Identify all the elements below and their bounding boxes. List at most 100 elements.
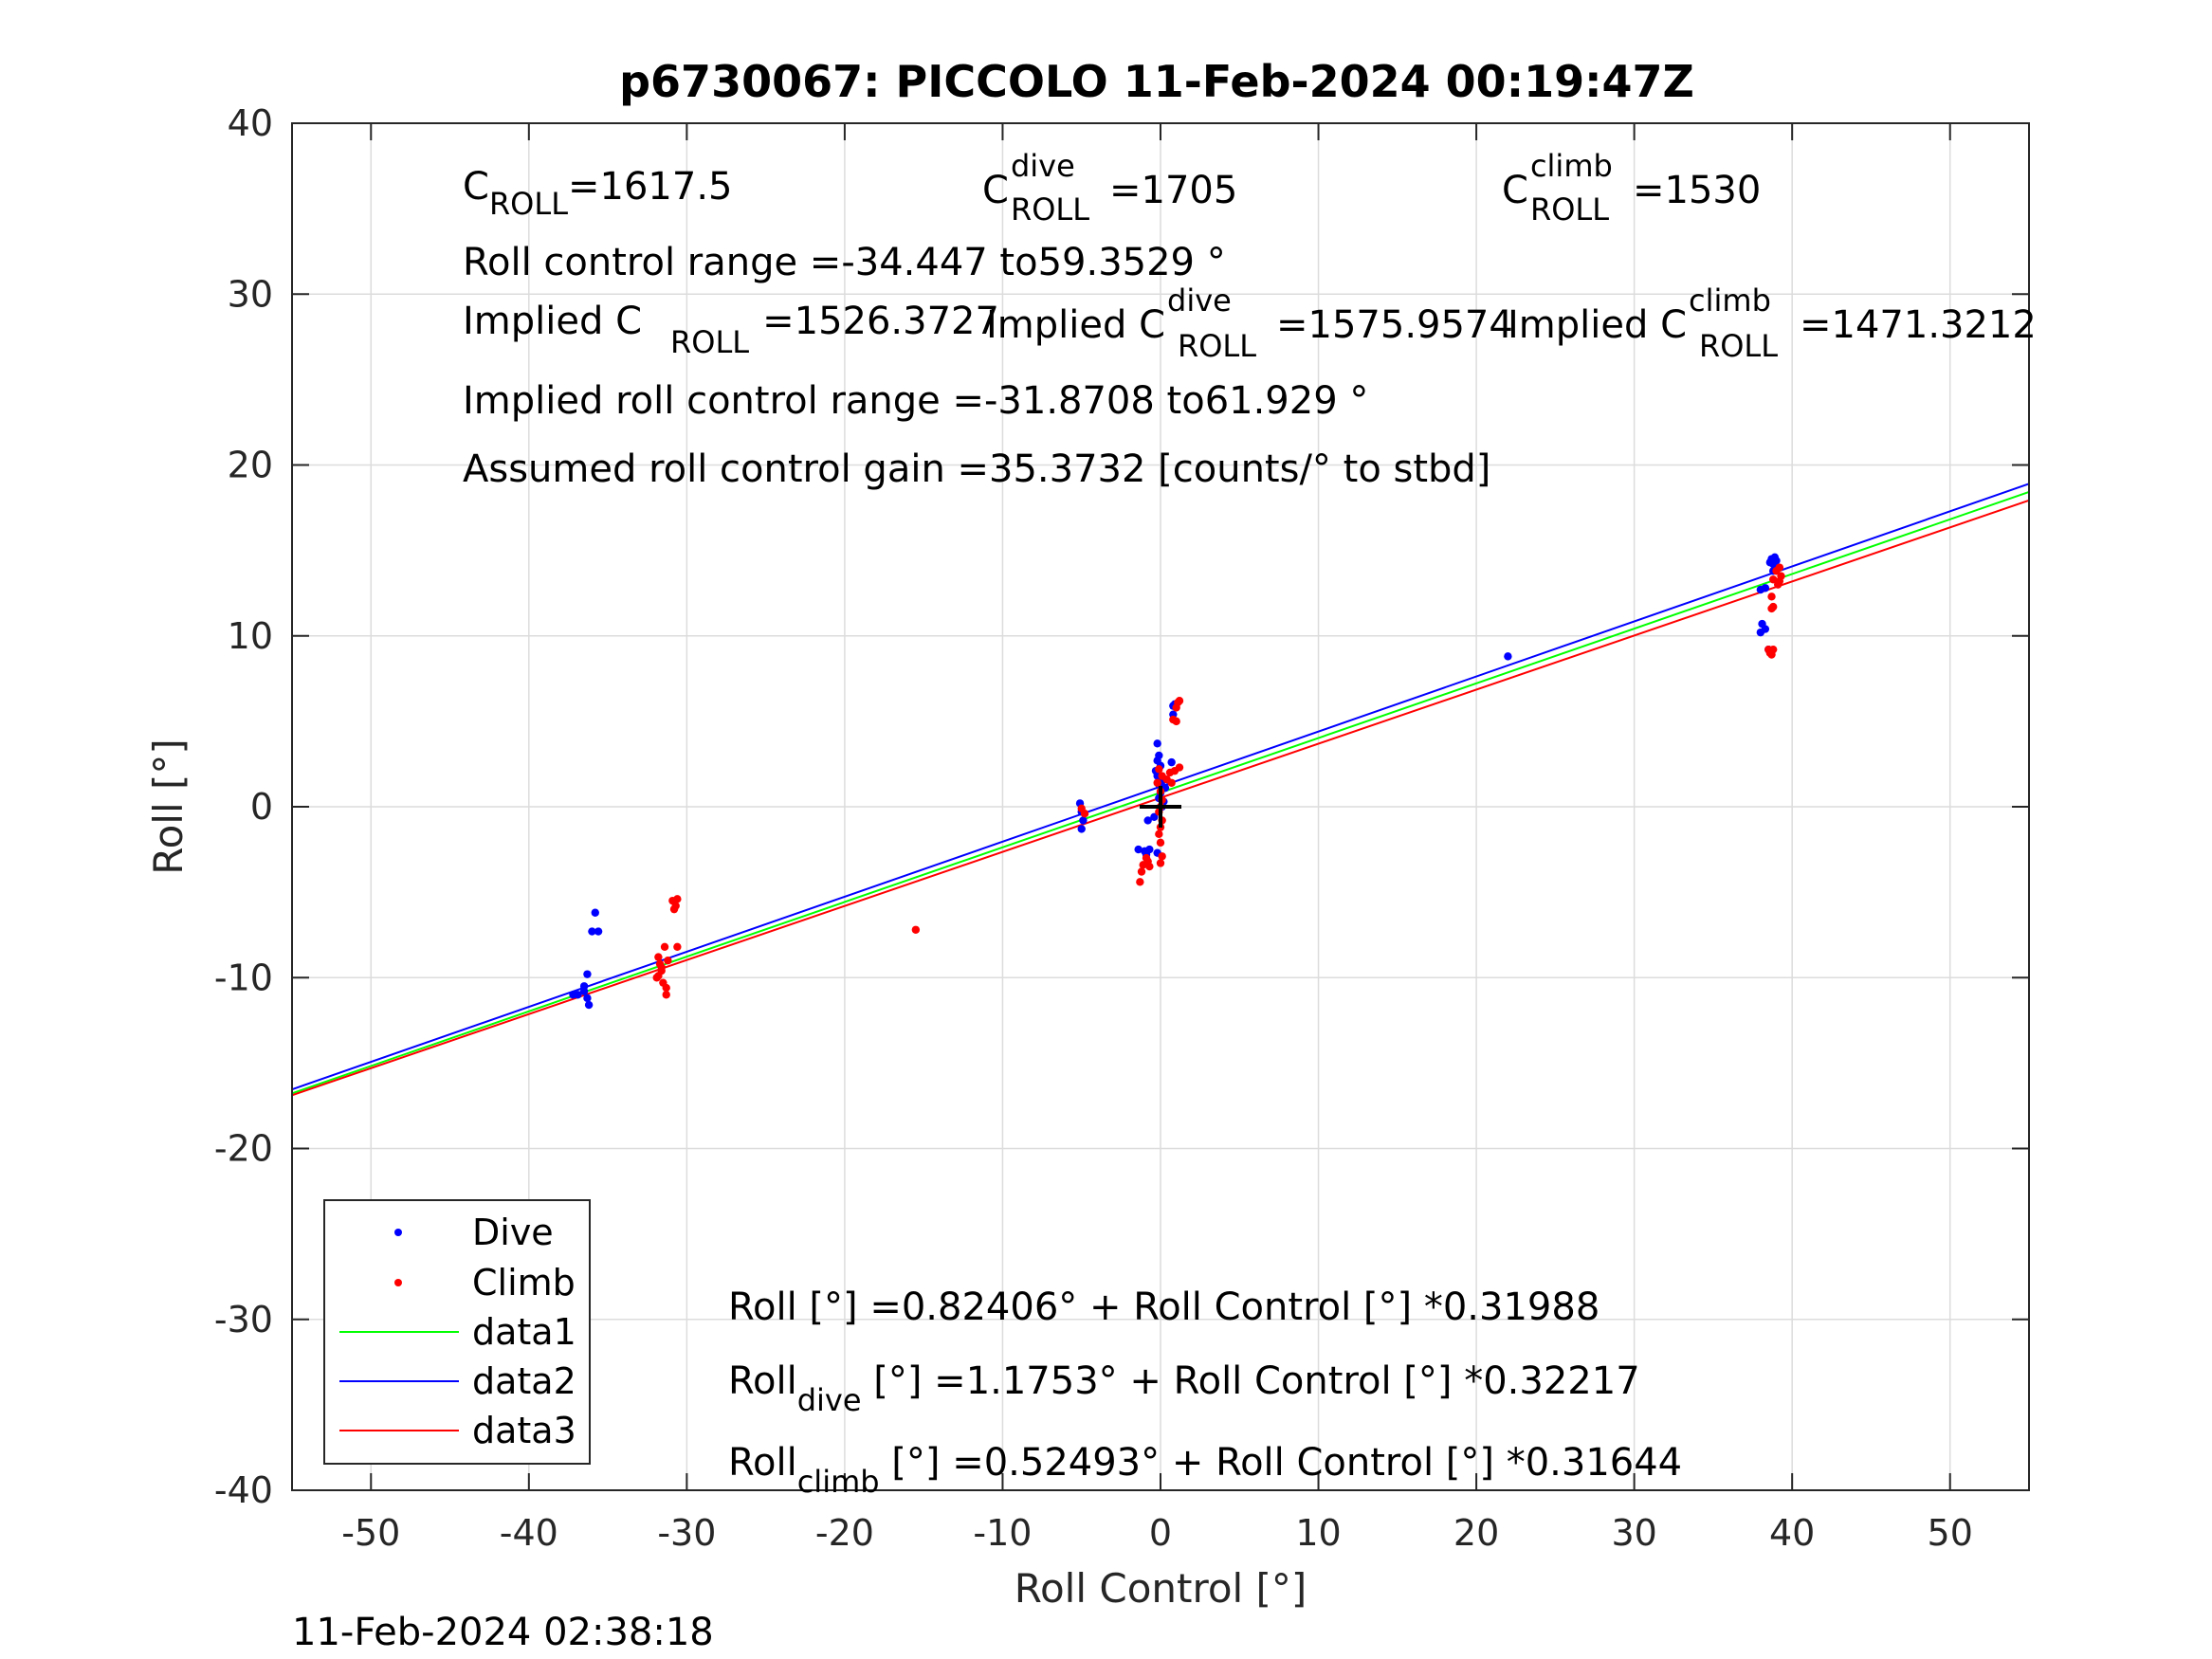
y-tick-label: 20	[228, 445, 273, 486]
point-climb	[654, 953, 663, 961]
fit-dive-equation: Rolldive [°] =1.1753° + Roll Control [°]…	[728, 1359, 1640, 1418]
implied-c-roll-dive-subscript: ROLL	[1178, 328, 1256, 364]
point-climb	[662, 983, 670, 993]
point-climb	[1137, 867, 1146, 876]
point-climb	[1145, 862, 1154, 871]
point-climb	[911, 925, 921, 934]
x-tick-label: 0	[1149, 1512, 1172, 1554]
point-dive	[1765, 558, 1775, 567]
x-tick-label: 50	[1928, 1512, 1973, 1554]
point-climb	[1158, 852, 1166, 861]
c-roll-climb-annotation: Cclimb	[1502, 148, 1613, 212]
y-axis-label: Roll [°]	[145, 738, 192, 874]
implied-c-roll-dive-value: =1575.9574	[1276, 303, 1513, 347]
point-dive	[1143, 816, 1152, 825]
point-dive	[1167, 757, 1176, 767]
legend-dive-label: Dive	[472, 1212, 554, 1253]
c-roll-annotation: CROLL=1617.5	[463, 165, 733, 222]
point-dive	[1134, 845, 1143, 854]
point-climb	[1175, 763, 1184, 772]
point-climb	[1777, 572, 1785, 580]
x-axis-label: Roll Control [°]	[1015, 1565, 1307, 1612]
implied-c-roll-dive-annotation: Implied Cdive	[986, 283, 1232, 347]
point-climb	[673, 895, 682, 903]
point-climb	[657, 963, 666, 972]
x-tick-label: 10	[1295, 1512, 1341, 1554]
chart-title: p6730067: PICCOLO 11-Feb-2024 00:19:47Z	[619, 56, 1694, 107]
c-roll-climb-value: =1530	[1633, 169, 1761, 212]
c-roll-dive-subscript: ROLL	[1011, 191, 1089, 228]
point-climb	[669, 904, 679, 914]
legend-data1-label: data1	[472, 1311, 576, 1353]
point-climb	[1172, 703, 1180, 712]
legend: Dive Climb data1 data2 data3	[323, 1199, 591, 1465]
point-climb	[1155, 765, 1163, 774]
x-tick-label: 40	[1769, 1512, 1815, 1554]
point-dive	[579, 982, 589, 991]
point-climb	[1768, 575, 1778, 584]
point-dive	[1150, 812, 1159, 822]
point-dive	[1079, 816, 1088, 825]
assumed-gain-annotation: Assumed roll control gain =35.3732 [coun…	[463, 447, 1490, 491]
point-climb	[1768, 602, 1778, 611]
point-dive	[1077, 825, 1086, 833]
x-tick-label: -40	[500, 1512, 558, 1554]
point-dive	[1770, 553, 1780, 562]
point-climb	[1767, 592, 1776, 601]
fit-climb-equation: Rollclimb [°] =0.52493° + Roll Control […	[728, 1441, 1682, 1500]
x-tick-labels: -50 -40 -30 -20 -10 0 10 20 30 40 50	[341, 1512, 1973, 1554]
y-tick-labels: -40 -30 -20 -10 0 10 20 30 40	[214, 102, 273, 1511]
point-climb	[1175, 697, 1184, 705]
point-climb	[662, 991, 670, 999]
implied-c-roll-climb-annotation: Implied Cclimb	[1508, 283, 1771, 347]
point-dive	[594, 927, 603, 936]
fit-all-equation: Roll [°] =0.82406° + Roll Control [°] *0…	[728, 1285, 1600, 1329]
x-tick-label: 30	[1611, 1512, 1656, 1554]
x-tick-label: -30	[657, 1512, 716, 1554]
point-dive	[583, 994, 592, 1003]
point-dive	[1761, 584, 1770, 592]
roll-control-range-annotation: Roll control range =-34.447 to59.3529 °	[463, 241, 1226, 284]
implied-range-annotation: Implied roll control range =-31.8708 to6…	[463, 379, 1368, 423]
y-tick-label: 40	[228, 102, 273, 144]
y-tick-label: -30	[214, 1299, 273, 1340]
y-tick-label: 10	[228, 615, 273, 657]
point-climb	[1155, 830, 1163, 839]
c-roll-climb-subscript: ROLL	[1530, 191, 1609, 228]
legend-climb-marker	[394, 1279, 402, 1286]
point-dive	[583, 970, 592, 978]
point-climb	[1080, 810, 1089, 818]
x-tick-label: -50	[341, 1512, 400, 1554]
scatter-points	[569, 553, 1785, 1010]
legend-data2-label: data2	[472, 1360, 576, 1402]
point-climb	[660, 942, 669, 952]
legend-dive-marker	[394, 1229, 402, 1236]
point-climb	[1136, 878, 1144, 886]
x-tick-label: -10	[973, 1512, 1032, 1554]
y-tick-label: -20	[214, 1128, 273, 1170]
point-dive	[569, 991, 577, 999]
point-climb	[1768, 645, 1778, 654]
point-climb	[1772, 567, 1781, 575]
y-tick-label: 0	[250, 786, 273, 828]
origin-marker-layer	[1140, 786, 1181, 828]
implied-c-roll-climb-subscript: ROLL	[1699, 328, 1778, 364]
c-roll-dive-value: =1705	[1109, 169, 1237, 212]
y-tick-label: -40	[214, 1469, 273, 1511]
legend-climb-label: Climb	[472, 1262, 576, 1304]
timestamp: 11-Feb-2024 02:38:18	[292, 1611, 714, 1654]
c-roll-dive-annotation: Cdive	[982, 148, 1075, 212]
point-climb	[664, 957, 672, 965]
y-tick-label: 30	[228, 273, 273, 315]
point-dive	[584, 1000, 594, 1010]
point-climb	[1153, 778, 1161, 787]
implied-c-roll-annotation: Implied C ROLL =1526.3727	[463, 300, 999, 360]
point-climb	[1172, 717, 1180, 726]
point-climb	[1142, 853, 1151, 863]
point-climb	[673, 942, 682, 952]
x-tick-label: 20	[1453, 1512, 1499, 1554]
point-climb	[654, 972, 663, 980]
point-dive	[1153, 739, 1161, 748]
implied-c-roll-climb-value: =1471.3212	[1800, 303, 2037, 347]
